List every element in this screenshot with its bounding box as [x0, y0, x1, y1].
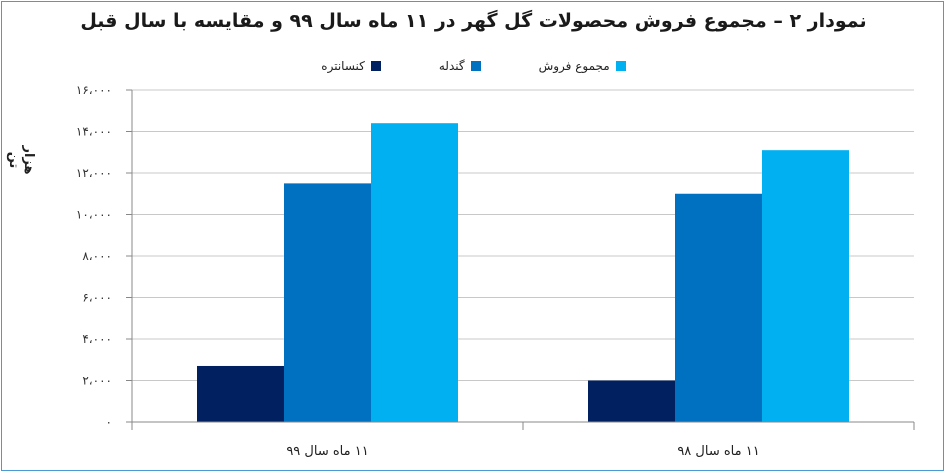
- bar-گندله-0: [284, 183, 371, 422]
- legend-item-concentrate: کنسانتره: [321, 59, 381, 73]
- bar-مجموع فروش-1: [762, 150, 849, 423]
- bar-کنسانتره-0: [197, 365, 284, 422]
- bar-مجموع فروش-0: [371, 123, 458, 422]
- axes: ۰ ۲،۰۰۰ ۴،۰۰۰ ۶،۰۰۰ ۸،۰۰۰ ۱۰،۰۰۰ ۱۲،۰۰۰ ۱۴،۰۰۰ ۱…: [76, 83, 915, 459]
- x-category-label-0: ۱۱ ماه سال ۹۹: [286, 444, 368, 459]
- y-tick-label-3: ۶،۰۰۰: [82, 291, 112, 305]
- bar-کنسانتره-1: [588, 380, 675, 422]
- y-tick-label-7: ۱۴،۰۰۰: [76, 125, 112, 139]
- y-tick-label-6: ۱۲،۰۰۰: [76, 166, 112, 180]
- chart-title: نمودار ۲ – مجموع فروش محصولات گل گهر در …: [80, 10, 867, 32]
- y-tick-label-1: ۲،۰۰۰: [82, 374, 112, 388]
- legend-label-concentrate: کنسانتره: [321, 59, 365, 73]
- bars: [197, 123, 849, 423]
- legend: مجموع فروش گندله کنسانتره: [2, 59, 945, 73]
- y-tick-label-0: ۰: [106, 415, 112, 429]
- bar-گندله-1: [675, 193, 762, 422]
- legend-swatch-total: [615, 61, 626, 71]
- y-tick-label-8: ۱۶،۰۰۰: [76, 83, 112, 97]
- legend-label-pellet: گندله: [438, 59, 465, 73]
- legend-swatch-concentrate: [370, 61, 381, 71]
- legend-label-total: مجموع فروش: [538, 59, 610, 73]
- x-category-label-1: ۱۱ ماه سال ۹۸: [677, 444, 759, 459]
- y-tick-label-2: ۴،۰۰۰: [82, 332, 112, 346]
- y-tick-label-4: ۸،۰۰۰: [82, 249, 112, 263]
- legend-item-total: مجموع فروش: [539, 59, 626, 73]
- legend-swatch-pellet: [470, 61, 481, 71]
- legend-item-pellet: گندله: [439, 59, 481, 73]
- y-tick-label-5: ۱۰،۰۰۰: [76, 208, 112, 222]
